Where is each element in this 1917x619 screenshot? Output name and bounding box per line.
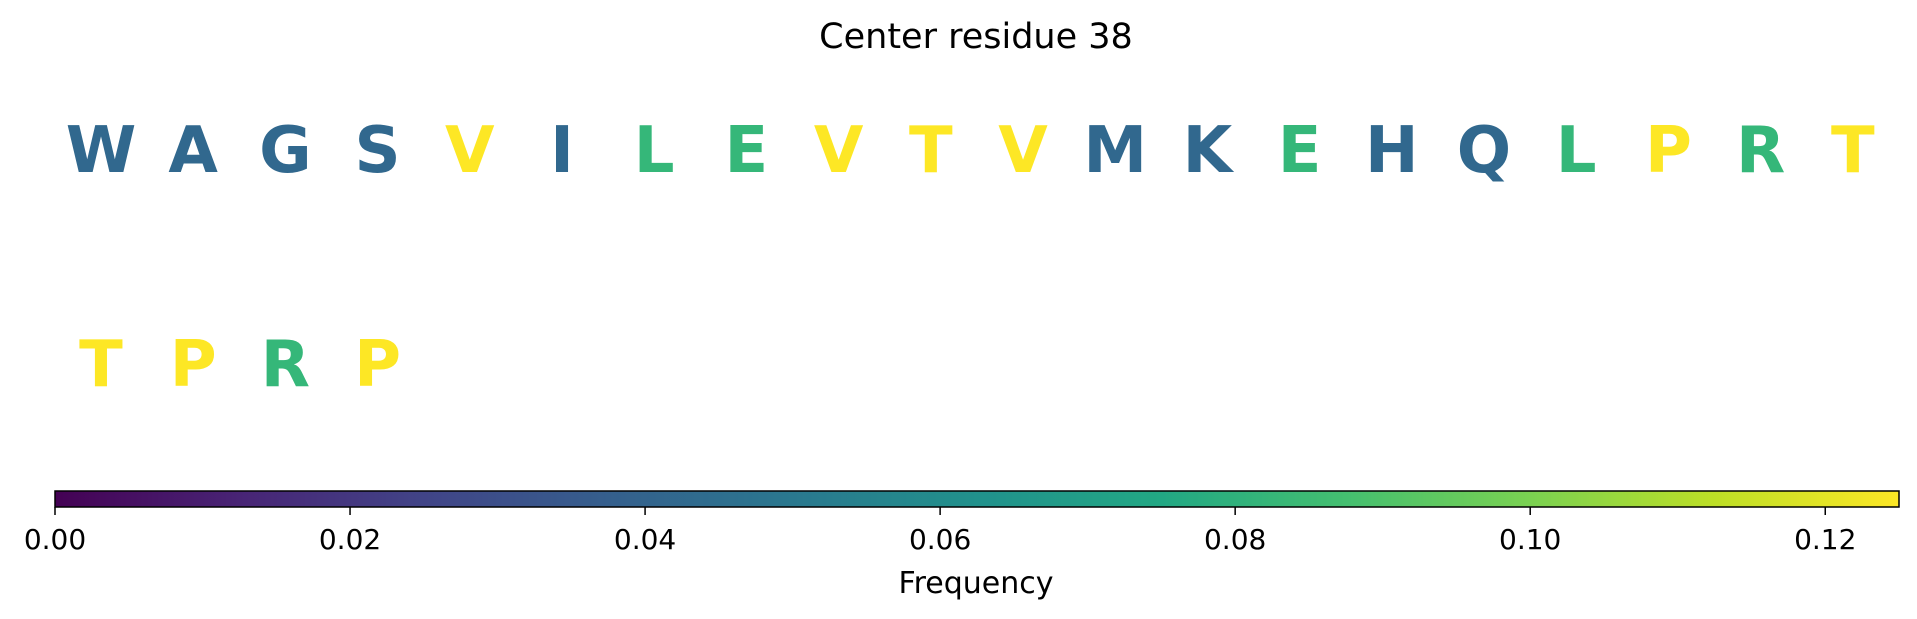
residue-letter: K [1183, 114, 1235, 188]
residue-letters: W A G S V I L E V T V M K E H Q L P R TT P R P [66, 114, 1875, 402]
residue-letter: L [634, 114, 675, 188]
residue-letter: W [66, 114, 137, 188]
residue-letter: M [1083, 114, 1147, 188]
chart-title: Center residue 38 [819, 17, 1133, 57]
residue-letter: T [1831, 114, 1875, 188]
residue-letter: P [170, 328, 217, 402]
colorbar-gradient [54, 490, 1900, 508]
residue-letter: E [725, 114, 769, 188]
colorbar-tick-label: 0.00 [24, 523, 86, 556]
residue-letter: R [1736, 114, 1785, 188]
residue-letter: G [259, 114, 312, 188]
residue-letter: S [355, 114, 401, 188]
colorbar-ticks: 0.00 0.02 0.04 0.06 0.08 0.10 0.12 [24, 507, 1856, 556]
residue-letter: P [354, 328, 401, 402]
colorbar-tick-label: 0.10 [1499, 523, 1561, 556]
residue-letter: R [261, 328, 310, 402]
residue-letter: E [1278, 114, 1322, 188]
residue-letter: P [1645, 114, 1692, 188]
residue-letter: A [168, 114, 218, 188]
colorbar: 0.00 0.02 0.04 0.06 0.08 0.10 0.12 Frequency [24, 490, 1900, 601]
residue-letter: V [445, 114, 495, 188]
colorbar-tick-label: 0.06 [909, 523, 971, 556]
residue-letter: T [909, 114, 953, 188]
residue-letter: H [1365, 114, 1419, 188]
residue-letter: L [1556, 114, 1597, 188]
residue-letter: I [550, 114, 574, 188]
colorbar-tick-label: 0.12 [1794, 523, 1856, 556]
colorbar-tick-label: 0.08 [1204, 523, 1266, 556]
colorbar-label: Frequency [899, 566, 1054, 601]
residue-letter: T [79, 328, 123, 402]
colorbar-tick-label: 0.04 [614, 523, 676, 556]
residue-letter: V [814, 114, 864, 188]
residue-letter: V [998, 114, 1048, 188]
colorbar-tick-label: 0.02 [319, 523, 381, 556]
residue-letter: Q [1457, 114, 1511, 188]
